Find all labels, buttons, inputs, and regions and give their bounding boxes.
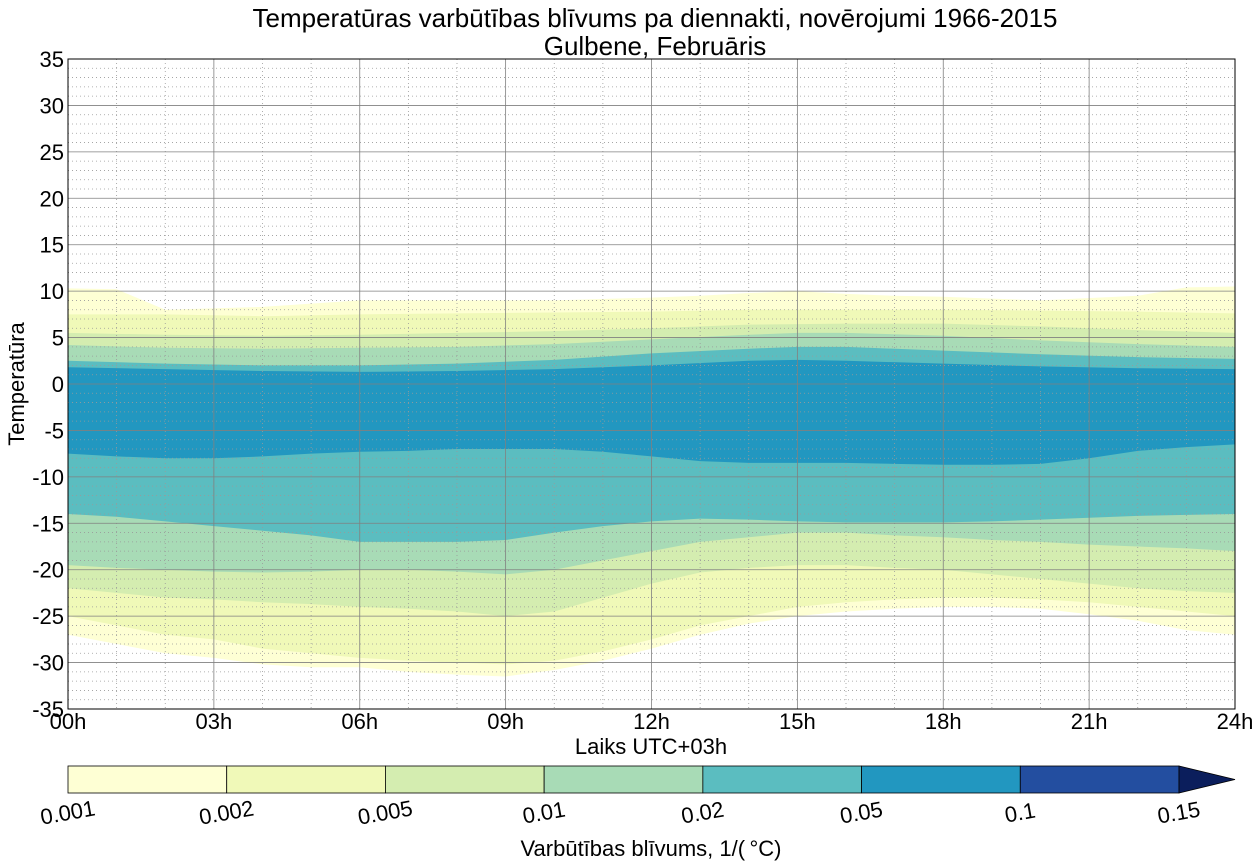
plot-area: 35 30 25 20 15 10 5 0 -5 -10 -15 -20 -25 -30 -35 00h 03… <box>32 47 1253 734</box>
colorbar: 0.001 0.002 0.005 0.01 0.02 0.05 0.1 0.15 <box>38 765 1236 830</box>
colorbar-tick-label: 0.01 <box>521 796 568 828</box>
chart-subtitle: Gulbene, Februāris <box>544 31 767 61</box>
colorbar-segment <box>702 765 862 794</box>
x-axis-ticks: 00h 03h 06h 09h 12h 15h 18h 21h 24h <box>50 709 1254 734</box>
y-tick-label: -25 <box>32 604 64 629</box>
x-axis-label: Laiks UTC+03h <box>575 734 727 759</box>
y-tick-label: 25 <box>40 140 64 165</box>
colorbar-segment <box>543 765 704 794</box>
x-tick-label: 15h <box>779 709 816 734</box>
x-tick-label: 09h <box>487 709 524 734</box>
colorbar-segment <box>385 765 545 794</box>
colorbar-tick-label: 0.05 <box>838 796 885 828</box>
y-tick-label: 20 <box>40 186 64 211</box>
colorbar-extend-arrow <box>1178 765 1236 794</box>
y-tick-label: -30 <box>32 651 64 676</box>
colorbar-tick-label: 0.001 <box>38 795 97 829</box>
colorbar-tick-label: 0.15 <box>1155 796 1202 828</box>
chart-title: Temperatūras varbūtības blīvums pa dienn… <box>252 3 1057 33</box>
x-tick-label: 06h <box>341 709 378 734</box>
y-tick-label: 30 <box>40 93 64 118</box>
x-tick-label: 12h <box>633 709 670 734</box>
grid-lines <box>67 58 1236 710</box>
colorbar-tick-label: 0.02 <box>679 796 726 828</box>
colorbar-segment <box>1019 765 1180 794</box>
y-tick-label: 10 <box>40 279 64 304</box>
colorbar-tick-label: 0.002 <box>197 795 256 829</box>
y-tick-label: 15 <box>40 233 64 258</box>
x-tick-label: 21h <box>1071 709 1108 734</box>
x-tick-label: 18h <box>925 709 962 734</box>
y-axis-ticks: 35 30 25 20 15 10 5 0 -5 -10 -15 -20 -25 -30 -35 <box>32 47 64 722</box>
x-tick-label: 24h <box>1217 709 1254 734</box>
y-tick-label: -15 <box>32 511 64 536</box>
colorbar-segment <box>861 765 1021 794</box>
y-tick-label: -5 <box>44 418 64 443</box>
colorbar-segment <box>67 765 228 794</box>
y-axis-label: Temperatūra <box>4 321 29 445</box>
plot-frame <box>67 58 1236 710</box>
colorbar-tick-label: 0.005 <box>356 795 415 829</box>
y-tick-label: -10 <box>32 465 64 490</box>
colorbar-segment <box>226 765 386 794</box>
x-tick-label: 00h <box>50 709 87 734</box>
y-tick-label: -20 <box>32 558 64 583</box>
y-tick-label: 0 <box>52 372 64 397</box>
y-tick-label: 35 <box>40 47 64 72</box>
colorbar-label: Varbūtības blīvums, 1/( °C) <box>521 836 782 861</box>
y-tick-label: 5 <box>52 326 64 351</box>
y-tick-label: -35 <box>32 697 64 722</box>
colorbar-tick-label: 0.1 <box>1003 798 1037 828</box>
x-tick-label: 03h <box>196 709 233 734</box>
